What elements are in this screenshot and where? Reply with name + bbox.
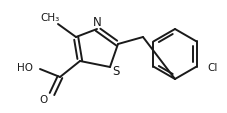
Text: CH₃: CH₃: [40, 13, 59, 23]
Text: O: O: [40, 94, 48, 104]
Text: N: N: [92, 16, 101, 29]
Text: S: S: [112, 65, 119, 78]
Text: Cl: Cl: [207, 62, 217, 72]
Text: HO: HO: [17, 62, 33, 72]
